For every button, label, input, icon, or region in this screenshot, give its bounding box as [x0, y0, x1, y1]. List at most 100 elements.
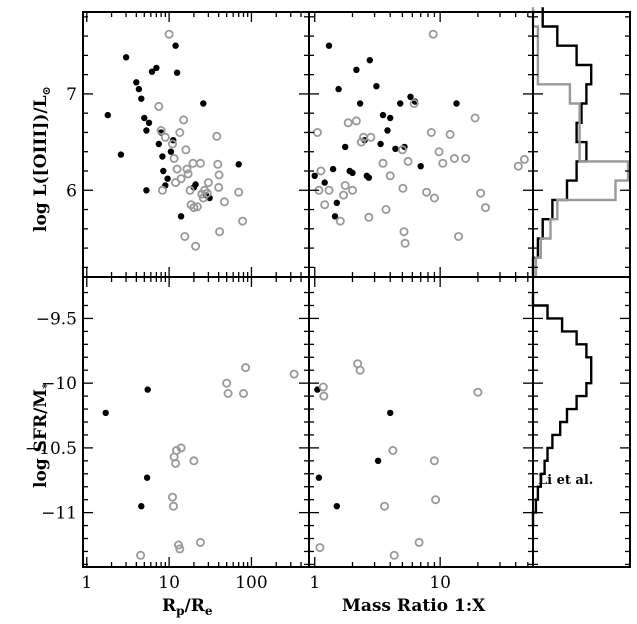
scatter-point-open	[182, 164, 192, 174]
scatter-point-open	[192, 202, 202, 212]
scatter-point-open	[340, 180, 350, 190]
scatter-point-filled	[333, 199, 340, 206]
scatter-point-open	[409, 99, 419, 109]
scatter-point-open	[181, 145, 191, 155]
scatter-point-filled	[117, 151, 125, 158]
y-axis-label-oiii: log L([OIII])/L⊙	[31, 86, 53, 232]
scatter-point-open	[470, 113, 480, 123]
scatter-point-open	[319, 391, 329, 401]
scatter-point-open	[339, 190, 349, 200]
scatter-point-filled	[177, 213, 185, 220]
panel-frame-bottom-left	[82, 276, 310, 568]
tick-label: 100	[235, 573, 267, 593]
scatter-point-open	[445, 129, 455, 139]
scatter-point-open	[343, 118, 353, 128]
tick-label: 1	[309, 573, 320, 593]
scatter-point-open	[154, 101, 164, 111]
scatter-point-open	[180, 231, 190, 241]
scatter-point-open	[189, 456, 199, 466]
scatter-point-open	[185, 185, 195, 195]
panel-frame-bottom-middle	[308, 276, 534, 568]
scatter-point-open	[213, 159, 223, 169]
scatter-point-filled	[164, 175, 171, 182]
scatter-point-open	[379, 501, 389, 511]
scatter-point-open	[191, 241, 201, 251]
scatter-point-open	[366, 132, 376, 142]
scatter-point-filled	[374, 457, 382, 464]
scatter-point-filled	[387, 114, 394, 122]
scatter-point-open	[179, 115, 189, 125]
scatter-point-open	[175, 544, 185, 554]
scatter-point-open	[399, 227, 409, 237]
scatter-point-open	[241, 363, 251, 373]
scatter-point-filled	[335, 85, 342, 93]
scatter-point-filled	[153, 64, 160, 72]
scatter-point-open	[157, 185, 167, 195]
scatter-point-open	[335, 216, 345, 226]
scatter-point-open	[476, 188, 486, 198]
scatter-point-open	[169, 153, 179, 163]
scatter-point-open	[312, 127, 322, 137]
scatter-point-open	[414, 537, 424, 547]
scatter-point-filled	[329, 165, 337, 173]
scatter-point-open	[351, 116, 361, 126]
scatter-point-filled	[379, 111, 387, 119]
scatter-point-filled	[392, 145, 399, 152]
scatter-point-open	[212, 131, 222, 141]
histogram-step-line	[531, 7, 593, 277]
tick-label: −9.5	[36, 309, 77, 329]
scatter-point-open	[164, 29, 174, 39]
scatter-point-filled	[365, 174, 372, 181]
scatter-point-open	[202, 188, 212, 198]
scatter-point-open	[203, 178, 213, 188]
scatter-point-open	[168, 501, 178, 511]
scatter-point-filled	[315, 474, 323, 481]
scatter-point-filled	[104, 111, 112, 119]
scatter-point-open	[356, 137, 366, 147]
annotation-li-et-al: Li et al.	[538, 473, 593, 488]
scatter-point-filled	[397, 100, 404, 107]
scatter-point-filled	[407, 93, 414, 101]
histogram-step-line	[531, 7, 630, 277]
scatter-point-open	[238, 388, 248, 398]
scatter-point-open	[167, 492, 177, 502]
scatter-point-filled	[353, 66, 360, 74]
scatter-point-open	[364, 212, 374, 222]
scatter-point-filled	[143, 187, 150, 194]
y-axis-label-ssfr: log SFR/M*	[31, 383, 53, 488]
scatter-point-open	[214, 170, 224, 180]
scatter-point-open	[513, 161, 523, 171]
tick-label: −10	[41, 374, 77, 394]
panel-frame-top-left	[82, 11, 310, 278]
scatter-point-open	[403, 156, 413, 166]
scatter-point-open	[519, 154, 529, 164]
x-axis-label-rp-re: Rp/Re	[162, 596, 213, 618]
scatter-point-open	[183, 169, 193, 179]
scatter-point-open	[223, 388, 233, 398]
scatter-point-filled	[321, 179, 328, 186]
scatter-point-filled	[417, 163, 424, 170]
scatter-point-filled	[159, 153, 166, 160]
scatter-point-filled	[453, 100, 460, 107]
scatter-point-filled	[143, 127, 150, 134]
scatter-point-filled	[138, 95, 145, 102]
tick-label: 6	[66, 181, 77, 201]
scatter-point-filled	[366, 57, 373, 64]
histogram-step-line	[531, 292, 593, 526]
scatter-point-open	[172, 164, 182, 174]
scatter-point-open	[449, 153, 459, 163]
scatter-point-open	[160, 132, 170, 142]
scatter-point-filled	[141, 114, 148, 122]
scatter-point-filled	[331, 213, 339, 220]
scatter-point-open	[176, 174, 186, 184]
scatter-point-open	[480, 203, 490, 213]
scatter-point-open	[461, 153, 471, 163]
scatter-point-filled	[138, 503, 145, 510]
tick-label: 10	[429, 573, 451, 593]
scatter-point-open	[355, 365, 365, 375]
tick-label: 7	[66, 85, 77, 105]
scatter-point-open	[431, 495, 441, 505]
scatter-point-open	[429, 456, 439, 466]
tick-label: −10.5	[25, 439, 77, 459]
